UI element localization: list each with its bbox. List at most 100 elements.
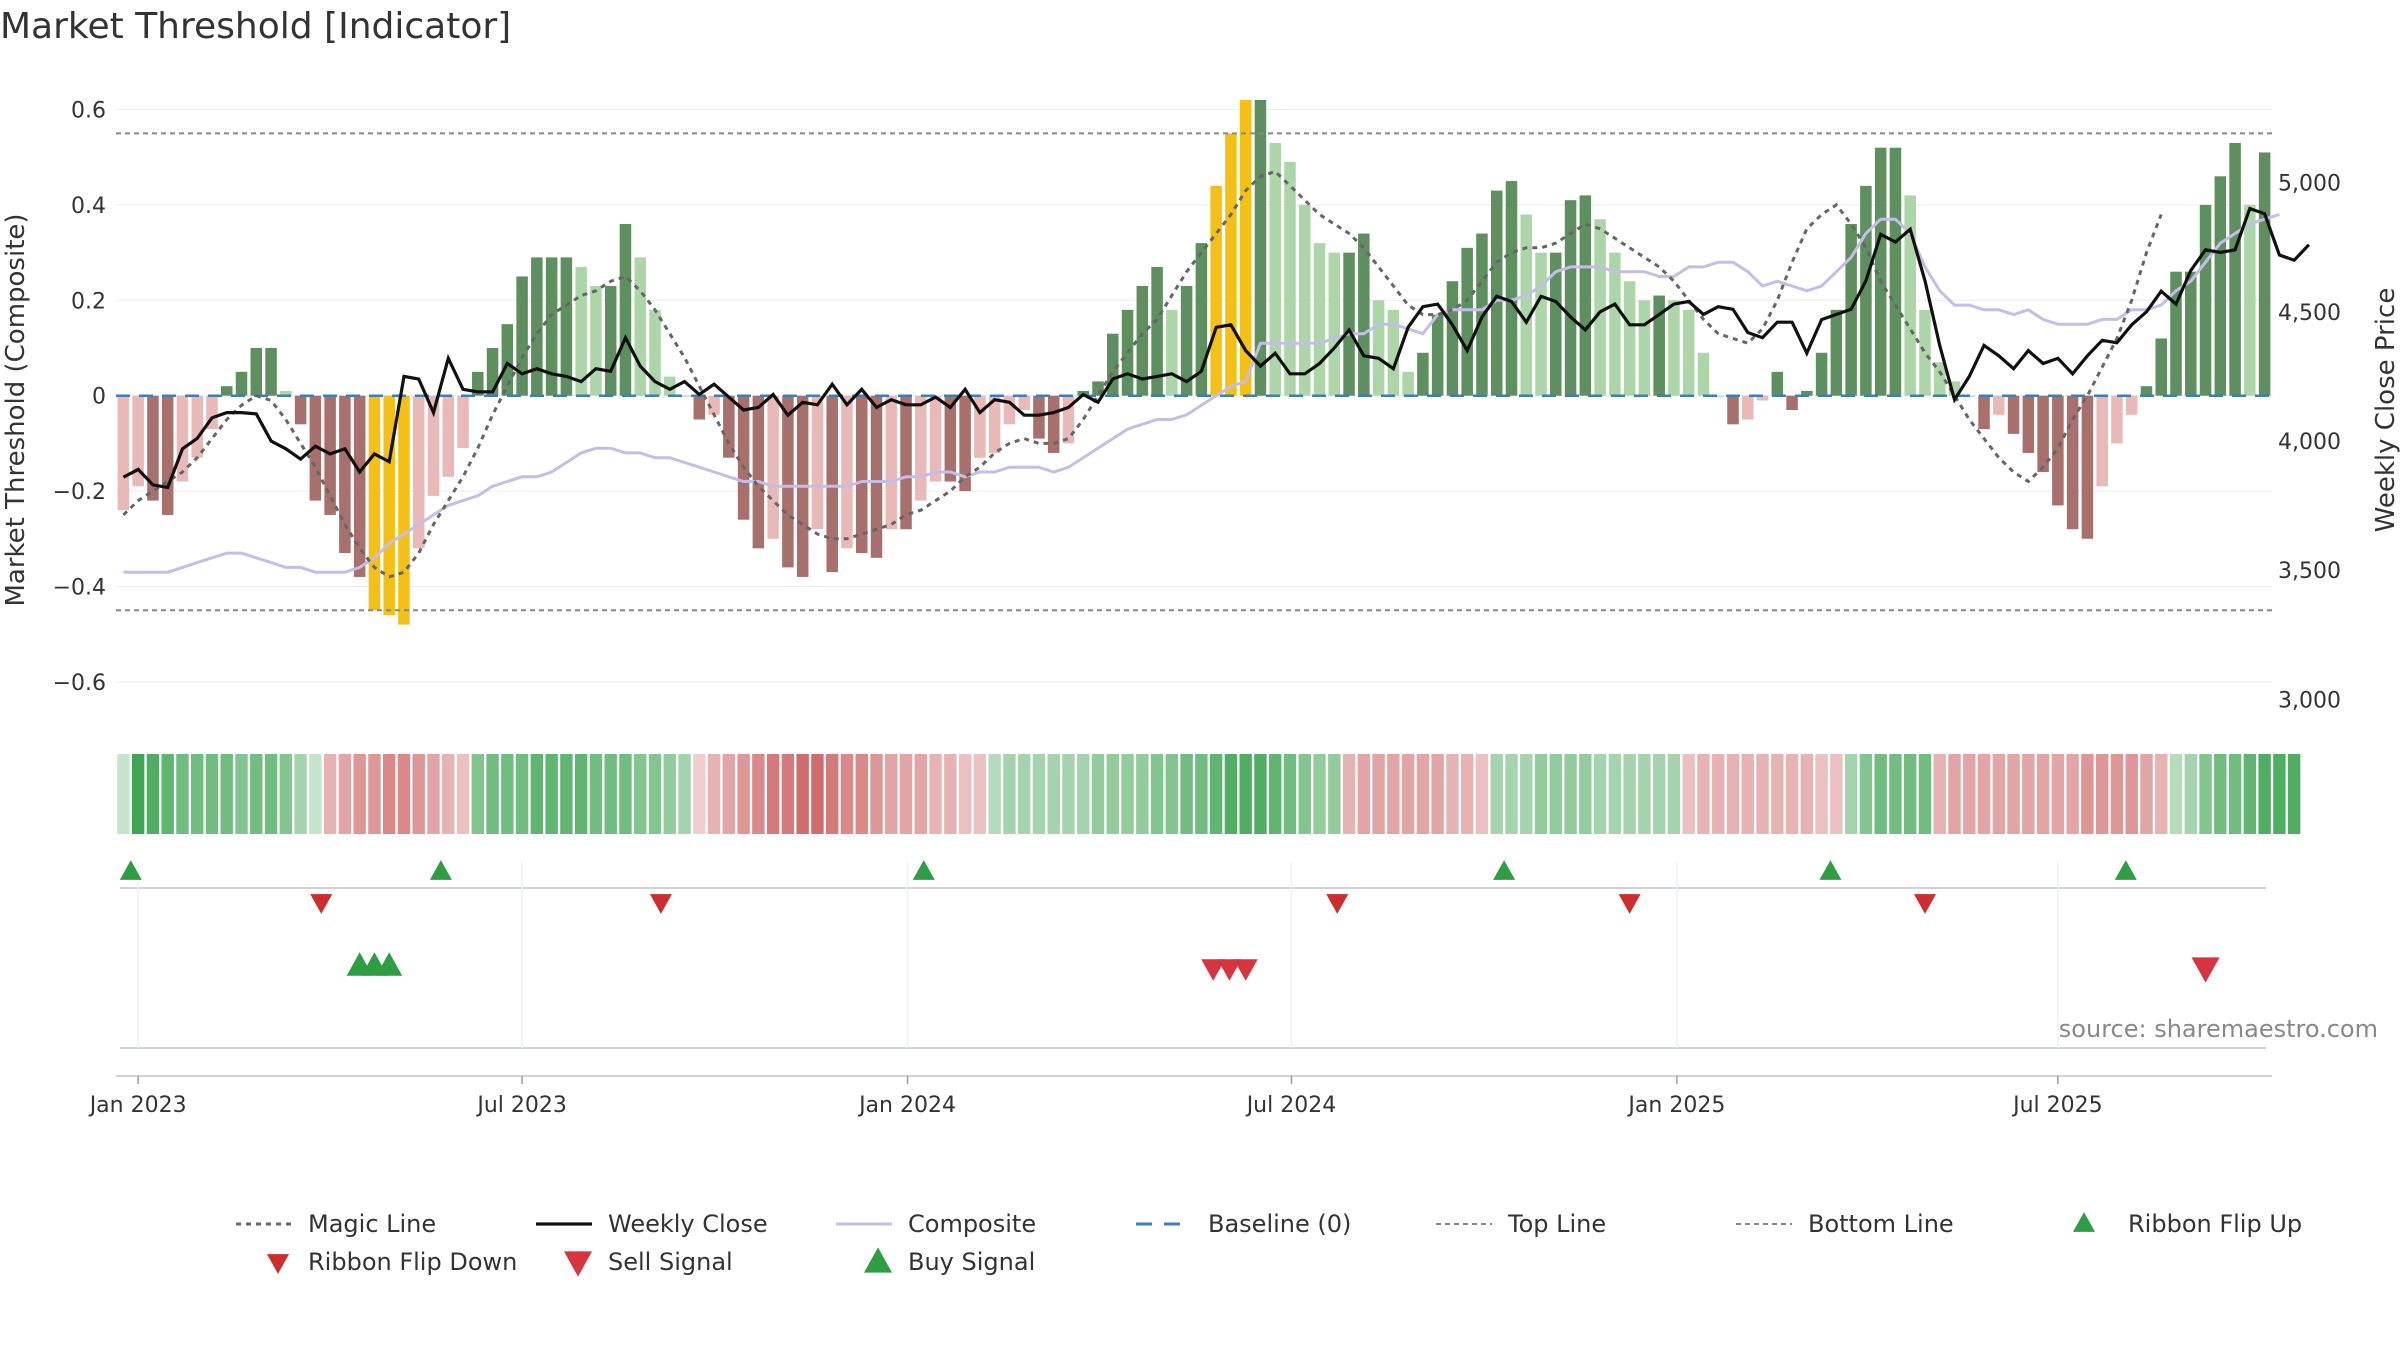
composite-bar (2111, 395, 2123, 444)
composite-bar (649, 309, 661, 396)
composite-bar (1786, 395, 1798, 410)
ribbon-cell (973, 754, 987, 834)
ribbon-flip-up-marker (912, 860, 935, 880)
legend-swatch-flipup (2073, 1212, 2095, 1232)
ribbon-cell (1460, 754, 1474, 834)
ribbon-cell (2214, 754, 2227, 834)
x-tick-label: Jan 2024 (857, 1093, 956, 1118)
ribbon-cell (1150, 754, 1164, 834)
legend-label: Sell Signal (608, 1248, 733, 1276)
composite-bar (2185, 271, 2197, 396)
ribbon-cell (2007, 754, 2020, 834)
composite-bar (1801, 390, 1813, 396)
composite-bar (280, 390, 292, 396)
ribbon-cell (944, 754, 957, 834)
composite-bar (826, 395, 838, 573)
ribbon-cell (279, 754, 293, 834)
ribbon-cell (1726, 754, 1740, 834)
composite-bar (1107, 333, 1119, 396)
ribbon-cell (2184, 754, 2197, 834)
ribbon-cell (1948, 754, 1961, 834)
composite-bar (693, 395, 706, 420)
y-axis-title: Market Threshold (Composite) (1, 213, 31, 606)
composite-bar (353, 395, 366, 577)
ribbon-cell (2036, 754, 2050, 834)
ribbon-cell (471, 754, 484, 834)
composite-bar (1195, 243, 1208, 396)
ribbon-cell (988, 754, 1001, 834)
composite-bar (2081, 395, 2094, 539)
composite-bar (486, 348, 499, 396)
composite-bar (1830, 309, 1843, 396)
ribbon-cell (1712, 754, 1725, 834)
composite-bar (1638, 300, 1651, 396)
composite-bar (1372, 300, 1385, 396)
composite-bar (575, 266, 587, 396)
composite-bar (841, 395, 853, 549)
ribbon-cell (545, 754, 558, 834)
composite-bar (1166, 309, 1178, 396)
composite-bar (1446, 281, 1459, 396)
composite-bar (1387, 309, 1400, 396)
ribbon-cell (442, 754, 455, 834)
ribbon-cell (323, 754, 337, 834)
ribbon-cell (1830, 754, 1843, 834)
composite-bar (2258, 152, 2271, 396)
composite-bar (1948, 381, 1961, 396)
ribbon-cell (353, 754, 366, 834)
ribbon-flip-down-marker (1326, 894, 1349, 914)
composite-bar (1461, 247, 1473, 396)
composite-bar (2125, 395, 2138, 415)
ribbon-cell (1298, 754, 1311, 834)
composite-bar (1623, 281, 1636, 396)
y-tick-label: 0.2 (71, 289, 106, 314)
composite-bar (1815, 352, 1828, 396)
ribbon-cell (1342, 754, 1356, 834)
ribbon-cell (1062, 754, 1075, 834)
composite-bar (1151, 266, 1163, 396)
ribbon-cell (1283, 754, 1297, 834)
ribbon-cell (1165, 754, 1179, 834)
ribbon-cell (663, 754, 676, 834)
composite-bar (1919, 309, 1931, 396)
ribbon-cell (486, 754, 499, 834)
ribbon-cell (1904, 754, 1917, 834)
ribbon-cell (1505, 754, 1518, 834)
ribbon-cell (1579, 754, 1592, 834)
composite-bar (678, 395, 691, 397)
ribbon-cell (2110, 754, 2124, 834)
composite-bar (2214, 176, 2227, 396)
ribbon-cell (885, 754, 898, 834)
x-tick-label: Jan 2025 (1626, 1093, 1725, 1118)
ribbon-flip-up-marker (429, 860, 452, 880)
ribbon-cell (220, 754, 233, 834)
composite-bar (1505, 181, 1518, 396)
composite-bar (604, 286, 617, 396)
composite-bar (1609, 252, 1621, 396)
composite-bar (2066, 395, 2079, 530)
composite-bar (1742, 395, 1754, 420)
ribbon-cell (678, 754, 691, 834)
ribbon-cell (2066, 754, 2079, 834)
y2-tick-label: 3,000 (2278, 688, 2341, 713)
composite-bar (2007, 395, 2020, 434)
ribbon-cell (2081, 754, 2094, 834)
composite-bar (2022, 395, 2035, 453)
buy-signal-marker (376, 952, 403, 976)
ribbon-cell (1017, 754, 1031, 834)
ribbon-cell (1564, 754, 1577, 834)
ribbon-cell (1357, 754, 1371, 834)
ribbon-cell (294, 754, 307, 834)
ribbon-cell (1874, 754, 1887, 834)
ribbon-cell (2228, 754, 2242, 834)
composite-bar (1727, 395, 1739, 425)
composite-bar (545, 257, 558, 396)
ribbon-cell (855, 754, 868, 834)
ribbon-flip-down-marker (649, 894, 672, 914)
ribbon-cell (634, 754, 647, 834)
composite-bar (959, 395, 971, 492)
ribbon-cell (1269, 754, 1282, 834)
composite-bar (1239, 100, 1252, 396)
composite-bar (235, 371, 248, 396)
ribbon-cell (766, 754, 780, 834)
